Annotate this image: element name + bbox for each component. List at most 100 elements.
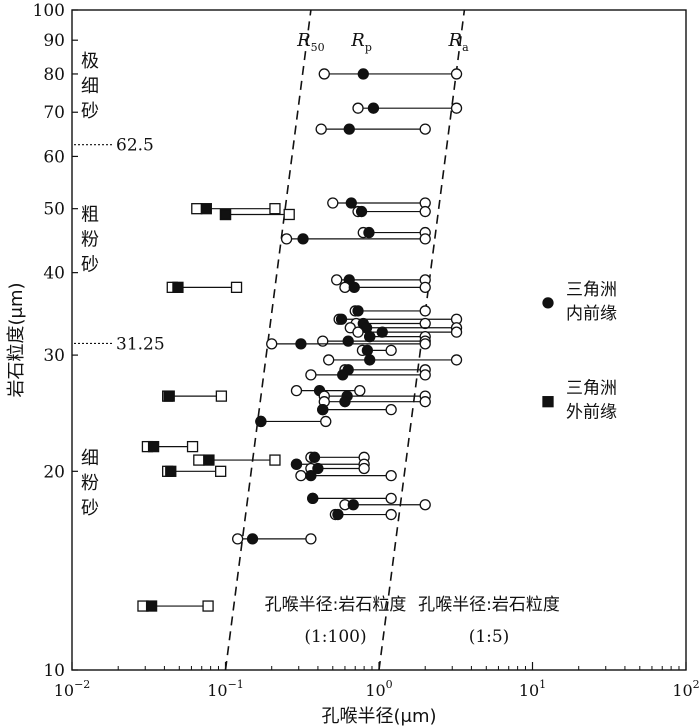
x-tick-exponent: −2: [74, 678, 90, 691]
square-r50-point: [191, 203, 203, 215]
circle-r50-point: [352, 102, 364, 114]
circle-r50-point: [331, 274, 343, 286]
circle-rp-point: [312, 462, 324, 475]
circle-r50-point: [266, 338, 278, 350]
column-label-base: R: [350, 30, 365, 51]
circle-r50-point: [232, 533, 244, 545]
x-tick-label: 10−1: [207, 678, 244, 700]
circle-ra-point: [385, 344, 397, 357]
square-ra-point: [269, 454, 281, 466]
legend-label: 三角洲: [566, 379, 617, 399]
square-ra-point: [186, 440, 199, 453]
ratio-line-ratio: (1:5): [469, 627, 510, 647]
square-ra-point: [215, 465, 227, 477]
circle-rp-point: [290, 458, 303, 470]
circle-r50-point: [280, 233, 293, 245]
circle-rp-point: [367, 102, 380, 114]
square-rp-point: [172, 281, 184, 293]
y-tick-label: 90: [43, 31, 65, 51]
square-r50-point: [193, 454, 205, 466]
circle-r50-point: [323, 354, 335, 366]
circle-rp-point: [352, 305, 364, 317]
y-tick-label: 70: [43, 103, 65, 123]
circle-r50-point: [352, 326, 364, 338]
legend-label: 内前缘: [566, 304, 617, 324]
circle-rp-point: [335, 313, 348, 325]
column-label: R50: [296, 30, 325, 54]
circle-ra-point: [419, 233, 431, 245]
circle-ra-point: [419, 396, 431, 408]
circle-ra-point: [305, 533, 317, 545]
circle-rp-point: [355, 205, 368, 218]
square-rp-point: [163, 390, 175, 402]
x-axis-title: 孔喉半径(μm): [321, 706, 436, 727]
circle-rp-point: [376, 326, 388, 338]
grain-class-label: 细: [81, 76, 99, 97]
grain-class-label: 砂: [81, 254, 99, 275]
column-label: Rp: [350, 30, 372, 54]
y-tick-label: 40: [43, 264, 65, 284]
ratio-line-label: 孔喉半径:岩石粒度: [265, 595, 407, 615]
x-tick-base: 10: [519, 681, 539, 700]
circle-r50-point: [290, 385, 303, 397]
x-tick-exponent: 2: [693, 678, 700, 691]
y-tick-label: 30: [43, 346, 65, 366]
square-rp-point: [219, 208, 232, 221]
legend-label: 三角洲: [566, 280, 617, 300]
grain-boundary-label: 62.5: [116, 136, 154, 156]
circle-rp-point: [363, 226, 375, 239]
x-tick-base: 10: [207, 681, 227, 700]
circle-ra-point: [385, 492, 397, 505]
column-label-subscript: 50: [311, 41, 325, 54]
circle-r50-point: [317, 335, 329, 347]
circle-rp-point: [305, 470, 317, 482]
square-ra-point: [202, 600, 214, 612]
circle-rp-point: [297, 233, 309, 245]
circle-rp-point: [347, 499, 359, 511]
grain-class-label: 砂: [81, 498, 99, 519]
square-rp-point: [145, 600, 158, 612]
circle-ra-point: [419, 369, 431, 381]
circle-rp-point: [308, 451, 321, 463]
circle-ra-point: [419, 205, 431, 218]
circle-rp-point: [348, 281, 360, 293]
square-rp-point: [200, 203, 212, 215]
y-tick-label: 10: [43, 661, 65, 681]
circle-rp-point: [357, 68, 369, 80]
circle-r50-point: [295, 470, 307, 482]
x-tick-label: 102: [672, 678, 699, 700]
circle-rp-point: [332, 508, 344, 521]
circle-r50-point: [327, 197, 339, 209]
x-tick-label: 100: [365, 678, 392, 700]
circle-ra-point: [419, 499, 431, 511]
column-label-base: R: [448, 30, 463, 51]
grain-class-label: 砂: [81, 101, 99, 122]
circle-ra-point: [320, 415, 332, 428]
circle-ra-point: [419, 123, 431, 135]
circle-r50-point: [318, 68, 330, 80]
circle-ra-point: [385, 470, 397, 482]
grain-class-label: 极: [81, 51, 99, 72]
circle-rp-point: [295, 338, 307, 350]
grain-class-label: 粗: [81, 204, 99, 225]
column-label-subscript: a: [462, 41, 469, 54]
square-ra-point: [269, 203, 281, 215]
circle-rp-point: [364, 354, 376, 366]
x-tick-label: 101: [519, 678, 546, 700]
circle-ra-point: [419, 317, 431, 330]
grain-class-label: 粉: [81, 229, 99, 250]
square-rp-point: [165, 465, 177, 477]
circle-rp-point: [343, 123, 355, 135]
circle-r50-point: [305, 369, 317, 381]
grain-boundary-label: 31.25: [116, 334, 165, 354]
column-label-subscript: p: [365, 41, 372, 54]
legend-square-marker: [542, 396, 554, 408]
grain-class-label: 细: [81, 448, 99, 469]
legend-label: 外前缘: [566, 403, 617, 423]
square-rp-point: [147, 440, 160, 453]
circle-ra-point: [450, 102, 463, 114]
y-tick-label: 20: [43, 462, 65, 482]
circle-ra-point: [419, 281, 431, 293]
circle-rp-point: [307, 492, 319, 505]
circle-rp-point: [317, 404, 329, 416]
